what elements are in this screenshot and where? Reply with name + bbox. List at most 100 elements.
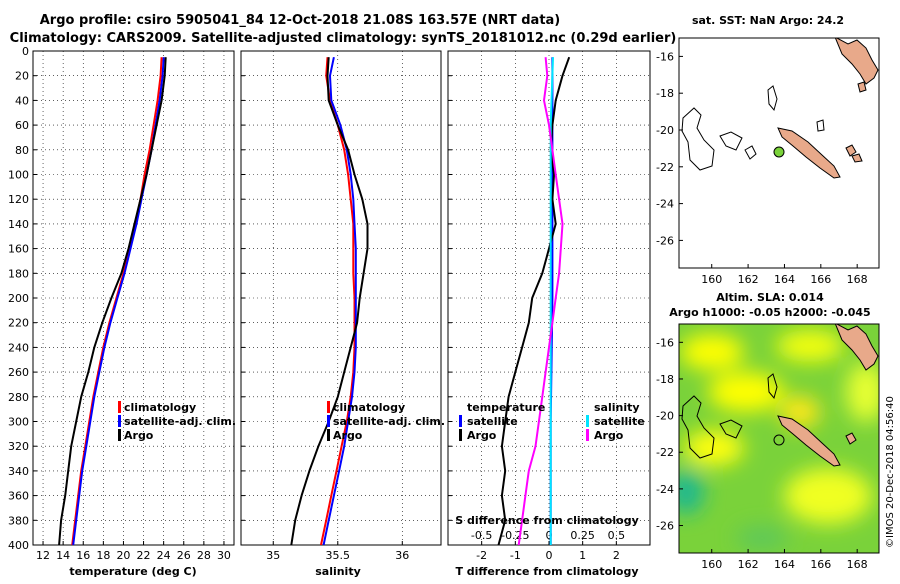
y-tick-label: 200 (8, 292, 29, 305)
legend-swatch-t-satellite (459, 415, 462, 427)
y-tick-label: 220 (8, 317, 29, 330)
y-tick-label: 60 (15, 119, 29, 132)
y-tick-label: 380 (8, 514, 29, 527)
legend-swatch-climatology (327, 401, 330, 413)
x-tick-label: 20 (116, 549, 130, 562)
map-bottom-title-line1: Altim. SLA: 0.014 (716, 291, 824, 304)
series-line-argo (290, 57, 369, 545)
map-lat-label: -18 (656, 373, 674, 386)
land-contour (681, 395, 715, 459)
difference-tick-labels: -2 -1 0 1 2 (476, 549, 620, 562)
legend-swatch-t-argo (459, 429, 462, 441)
land-contour (719, 131, 743, 151)
sla-low-anomaly (679, 470, 704, 514)
map-lat-label: -20 (656, 410, 674, 423)
title-line1: Argo profile: csiro 5905041_84 12-Oct-20… (40, 13, 561, 28)
map-lon-label: 164 (774, 273, 795, 286)
y-tick-label: 160 (8, 243, 29, 256)
map-bottom-ticks: 160 162 164 166 168 -16 -18 -20 -22 -24 -26 (656, 336, 868, 571)
y-tick-label: 120 (8, 193, 29, 206)
map-lat-label: -16 (656, 50, 674, 63)
x-top-tick-label: 0 (546, 529, 553, 542)
series-line-satellite-adj-clim- (322, 56, 357, 545)
y-tick-label: 320 (8, 440, 29, 453)
legend-swatch-satellite (118, 415, 121, 427)
y-tick-label: 240 (8, 341, 29, 354)
legend-label-s-satellite: satellite (594, 415, 645, 428)
new-caledonia-land (777, 415, 841, 467)
difference-top-xlabel: S difference from climatology (455, 514, 639, 527)
legend-title-temperature: temperature (467, 401, 545, 414)
map-top-title: sat. SST: NaN Argo: 24.2 (692, 14, 844, 27)
legend-swatch-satellite (327, 415, 330, 427)
legend-swatch-argo (327, 429, 330, 441)
y-tick-label: 340 (8, 465, 29, 478)
y-tick-label: 100 (8, 169, 29, 182)
legend-label-argo: Argo (333, 429, 363, 442)
map-top-ticks: 160 162 164 166 168 -16 -18 -20 -22 -24 -26 (656, 50, 868, 286)
depth-tick-labels: 0 20 40 60 80 100 120 140 160 180 200 220 240 260 280 3… (8, 45, 29, 552)
salinity-tick-labels: 35 35.5 36 (266, 549, 409, 562)
map-bottom-content (679, 324, 879, 553)
difference-top-tick-labels: -0.5 -0.25 0 0.25 0.5 (471, 529, 625, 542)
series-line-climatology (320, 57, 356, 545)
y-tick-label: 300 (8, 416, 29, 429)
x-top-tick-label: 0.5 (608, 529, 626, 542)
land-contour (744, 145, 757, 160)
y-tick-label: 140 (8, 218, 29, 231)
legend-title-salinity: salinity (594, 401, 640, 414)
x-tick-label: 16 (76, 549, 90, 562)
map-bottom-title-line2: Argo h1000: -0.05 h2000: -0.045 (669, 306, 870, 319)
argo-position-marker (773, 434, 785, 446)
y-tick-label: 80 (15, 144, 29, 157)
legend-label-satellite: satellite-adj. clim. (124, 415, 236, 428)
x-tick-label: 24 (157, 549, 171, 562)
salinity-legend: climatology satellite-adj. clim. Argo (327, 401, 445, 442)
vanuatu-land (834, 324, 879, 371)
map-lat-label: -24 (656, 483, 674, 496)
sla-high-anomaly (680, 334, 744, 370)
x-tick-label: 0 (546, 549, 553, 562)
vanuatu-land (834, 38, 879, 85)
title-line2: Climatology: CARS2009. Satellite-adjuste… (10, 31, 677, 46)
legend-label-climatology: climatology (124, 401, 196, 414)
y-tick-label: 280 (8, 391, 29, 404)
difference-legend: temperature satellite Argo salinity sate… (459, 401, 645, 442)
x-tick-label: 35 (266, 549, 280, 562)
map-lat-label: -16 (656, 336, 674, 349)
map-lon-label: 160 (701, 558, 722, 571)
sla-high-anomaly (846, 362, 879, 422)
map-lat-label: -22 (656, 161, 674, 174)
x-tick-label: 26 (177, 549, 191, 562)
legend-swatch-argo (118, 429, 121, 441)
series-line-salinity-satellite (549, 57, 554, 545)
y-tick-label: 180 (8, 267, 29, 280)
loyalty-island (845, 144, 857, 157)
x-tick-label: 18 (96, 549, 110, 562)
legend-swatch-s-argo (586, 429, 589, 441)
legend-label-argo: Argo (124, 429, 154, 442)
land-contour (767, 373, 778, 400)
series-line-argo (58, 57, 167, 545)
x-tick-label: 14 (56, 549, 70, 562)
map-bottom-frame (678, 323, 880, 554)
new-caledonia-land (777, 127, 841, 179)
land-contour (816, 119, 825, 132)
x-tick-label: 30 (217, 549, 231, 562)
x-tick-label: -1 (510, 549, 521, 562)
argo-position-marker (773, 146, 785, 158)
sla-high-anomaly (784, 468, 872, 524)
y-tick-label: 260 (8, 366, 29, 379)
map-lat-label: -20 (656, 124, 674, 137)
x-tick-label: 2 (613, 549, 620, 562)
map-lat-label: -26 (656, 234, 674, 247)
x-tick-label: 35.5 (326, 549, 351, 562)
x-tick-label: 12 (36, 549, 50, 562)
y-tick-label: 360 (8, 490, 29, 503)
y-tick-label: 20 (15, 70, 29, 83)
map-lat-label: -22 (656, 446, 674, 459)
sla-high-anomaly (776, 330, 844, 362)
sla-high-anomaly (684, 430, 744, 466)
map-lon-label: 164 (774, 558, 795, 571)
